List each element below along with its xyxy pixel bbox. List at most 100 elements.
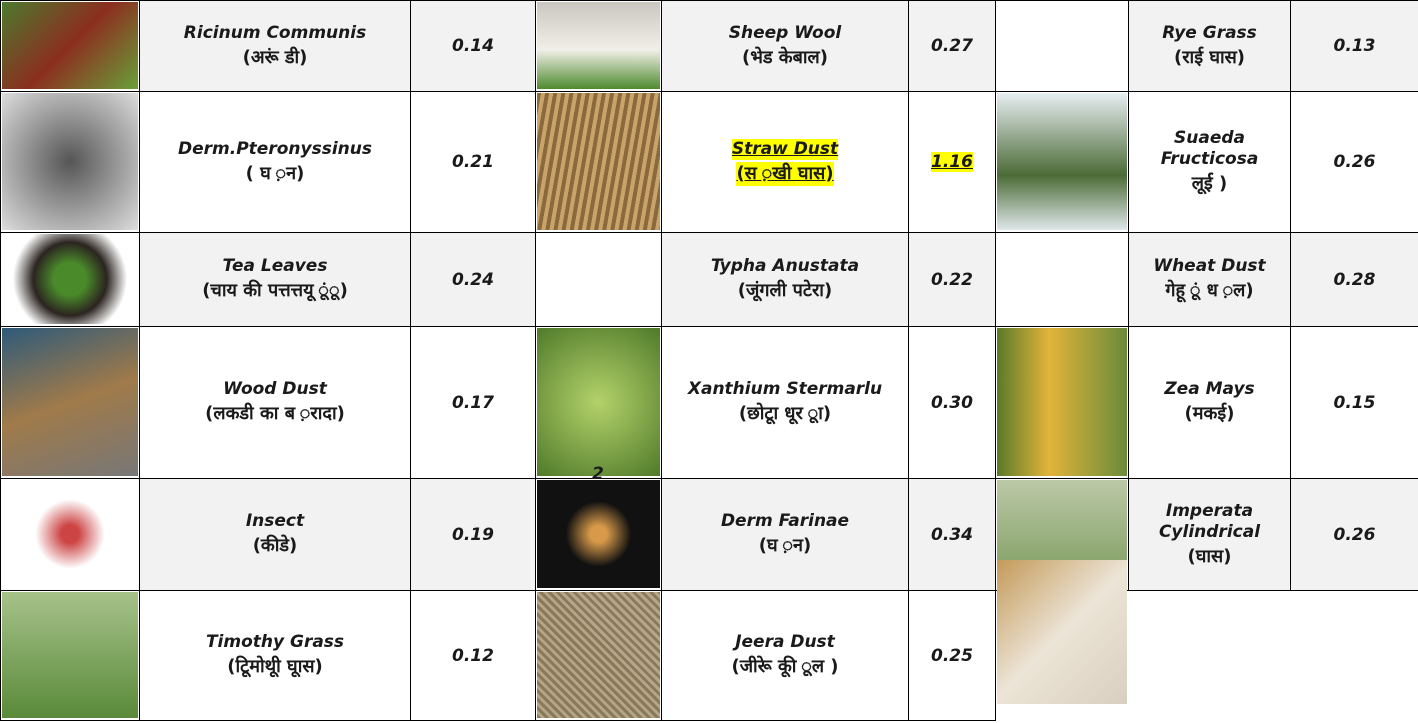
allergen-value: 0.17 bbox=[452, 393, 494, 413]
value-cell: 0.30 bbox=[908, 326, 996, 479]
allergen-hindi: (मकई) bbox=[1185, 402, 1235, 426]
allergen-hindi: लूर्ई ) bbox=[1192, 172, 1228, 196]
value-cell: 0.12 bbox=[410, 590, 536, 721]
allergen-hindi: (राई घास) bbox=[1174, 46, 1245, 70]
allergen-hindi: (टिूमोथूी घूास) bbox=[227, 655, 323, 679]
image bbox=[537, 328, 660, 476]
allergen-name: Straw Dust bbox=[732, 139, 838, 160]
image-note: 2 bbox=[592, 464, 604, 484]
name-cell: Zea Mays(मकई) bbox=[1128, 326, 1291, 479]
name-cell: Timothy Grass(टिूमोथूी घूास) bbox=[139, 590, 411, 721]
value-cell: 0.28 bbox=[1290, 232, 1418, 327]
value-cell: 0.26 bbox=[1290, 91, 1418, 233]
value-cell: 0.27 bbox=[908, 0, 996, 92]
image bbox=[997, 560, 1127, 704]
allergen-name: Typha Anustata bbox=[711, 256, 859, 277]
allergen-name: Sheep Wool bbox=[729, 23, 842, 44]
value-cell: 0.15 bbox=[1290, 326, 1418, 479]
allergen-value: 0.12 bbox=[452, 646, 494, 666]
allergen-value: 0.22 bbox=[931, 270, 973, 290]
allergen-name: Zea Mays bbox=[1164, 379, 1254, 400]
name-cell: Derm Farinae(घ ़न) bbox=[661, 478, 909, 591]
allergen-hindi: (कीडे) bbox=[253, 534, 298, 558]
allergen-value: 0.21 bbox=[452, 152, 494, 172]
value-cell: 0.25 bbox=[908, 590, 996, 721]
allergen-name: Derm Farinae bbox=[721, 511, 849, 532]
name-cell: Rye Grass(राई घास) bbox=[1128, 0, 1291, 92]
name-cell: Sheep Wool(भेड केबाल) bbox=[661, 0, 909, 92]
value-cell: 0.19 bbox=[410, 478, 536, 591]
allergen-hindi: (जूंगली पटेरा) bbox=[738, 279, 832, 303]
value-cell: 0.34 bbox=[908, 478, 996, 591]
allergen-value: 0.26 bbox=[1334, 152, 1376, 172]
name-cell: Insect(कीडे) bbox=[139, 478, 411, 591]
image bbox=[537, 592, 660, 718]
allergen-name: Tea Leaves bbox=[223, 256, 328, 277]
allergen-name: Imperata Cylindrical bbox=[1129, 501, 1290, 543]
allergen-hindi: (लकडी का ब ़रादा) bbox=[205, 402, 345, 426]
name-cell: Typha Anustata(जूंगली पटेरा) bbox=[661, 232, 909, 327]
value-cell: 0.14 bbox=[410, 0, 536, 92]
allergen-name: Insect bbox=[246, 511, 304, 532]
allergen-hindi: (स ़खी घास) bbox=[736, 162, 833, 186]
image bbox=[537, 93, 660, 230]
value-cell: 0.17 bbox=[410, 326, 536, 479]
allergen-hindi: (अरूं डी) bbox=[243, 46, 308, 70]
allergen-hindi: (जीरूे कूी ूल ) bbox=[731, 655, 838, 679]
image bbox=[997, 328, 1127, 476]
allergen-hindi: (छोटूा धूर ूा) bbox=[739, 402, 831, 426]
allergen-table: Ricinum Communis(अरूं डी)0.14Sheep Wool(… bbox=[0, 0, 1418, 723]
image bbox=[537, 234, 660, 324]
value-cell: 0.13 bbox=[1290, 0, 1418, 92]
allergen-value: 0.14 bbox=[452, 36, 494, 56]
value-cell: 0.22 bbox=[908, 232, 996, 327]
name-cell: Derm.Pteronyssinus( घ ़न) bbox=[139, 91, 411, 233]
allergen-name: Xanthium Stermarlu bbox=[688, 379, 882, 400]
image bbox=[2, 592, 138, 718]
allergen-name: Jeera Dust bbox=[735, 632, 835, 653]
allergen-value: 0.13 bbox=[1334, 36, 1376, 56]
value-cell: 0.26 bbox=[1290, 478, 1418, 591]
name-cell: Wood Dust(लकडी का ब ़रादा) bbox=[139, 326, 411, 479]
allergen-value: 0.27 bbox=[931, 36, 973, 56]
allergen-name: Suaeda Fructicosa bbox=[1129, 128, 1290, 170]
image bbox=[997, 93, 1127, 230]
name-cell: Ricinum Communis(अरूं डी) bbox=[139, 0, 411, 92]
value-cell: 0.24 bbox=[410, 232, 536, 327]
image bbox=[997, 2, 1127, 89]
image bbox=[2, 2, 138, 89]
allergen-hindi: (घ ़न) bbox=[759, 534, 811, 558]
allergen-hindi: (भेड केबाल) bbox=[742, 46, 828, 70]
image bbox=[2, 93, 138, 230]
allergen-value: 0.15 bbox=[1334, 393, 1376, 413]
allergen-value: 0.24 bbox=[452, 270, 494, 290]
allergen-name: Ricinum Communis bbox=[184, 23, 366, 44]
allergen-name: Wood Dust bbox=[223, 379, 327, 400]
image bbox=[2, 234, 138, 324]
allergen-hindi: गेहू ूं ध ़ल) bbox=[1165, 279, 1253, 303]
allergen-value: 0.19 bbox=[452, 525, 494, 545]
allergen-hindi: (चाय की पत्तत्तयू ूंू) bbox=[202, 279, 348, 303]
allergen-value: 1.16 bbox=[931, 152, 973, 172]
image bbox=[997, 234, 1127, 324]
allergen-value: 0.30 bbox=[931, 393, 973, 413]
allergen-hindi: (घास) bbox=[1188, 545, 1232, 569]
name-cell: Straw Dust(स ़खी घास) bbox=[661, 91, 909, 233]
name-cell: Imperata Cylindrical(घास) bbox=[1128, 478, 1291, 591]
name-cell: Xanthium Stermarlu(छोटूा धूर ूा) bbox=[661, 326, 909, 479]
allergen-value: 0.25 bbox=[931, 646, 973, 666]
name-cell: Tea Leaves(चाय की पत्तत्तयू ूंू) bbox=[139, 232, 411, 327]
allergen-value: 0.28 bbox=[1334, 270, 1376, 290]
allergen-hindi: ( घ ़न) bbox=[246, 162, 305, 186]
allergen-name: Rye Grass bbox=[1162, 23, 1257, 44]
value-cell: 0.21 bbox=[410, 91, 536, 233]
image bbox=[537, 2, 660, 89]
allergen-value: 0.26 bbox=[1334, 525, 1376, 545]
allergen-name: Derm.Pteronyssinus bbox=[178, 139, 372, 160]
image bbox=[2, 480, 138, 588]
allergen-value: 0.34 bbox=[931, 525, 973, 545]
allergen-name: Wheat Dust bbox=[1153, 256, 1265, 277]
allergen-name: Timothy Grass bbox=[206, 632, 344, 653]
